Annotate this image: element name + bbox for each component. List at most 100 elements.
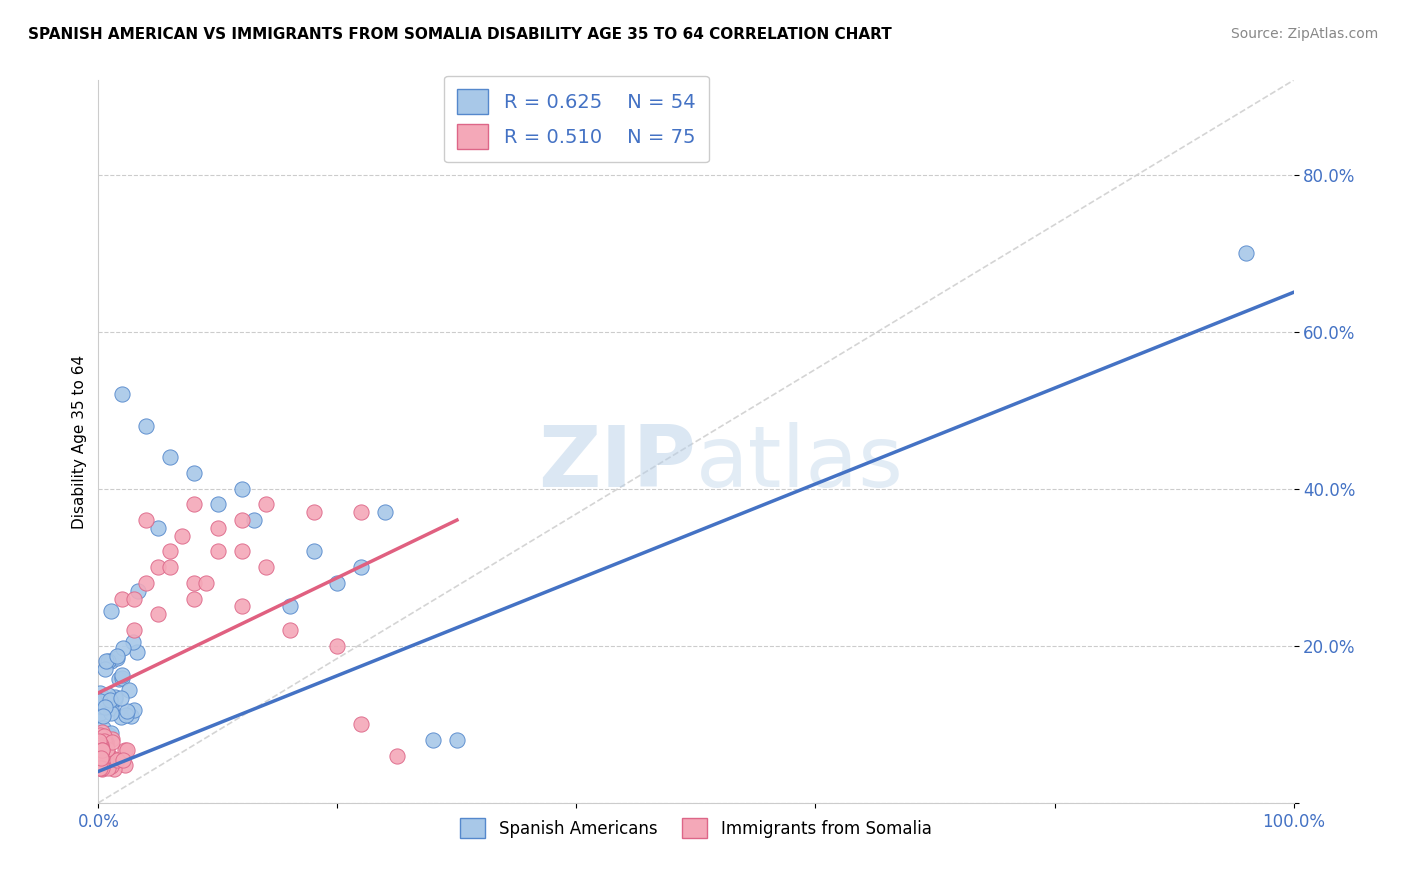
Point: [94, 700, 117, 714]
Point: [350, 560, 373, 574]
Point: [104, 692, 127, 706]
Point: [148, 607, 170, 622]
Point: [350, 717, 373, 731]
Point: [90, 738, 112, 752]
Point: [105, 651, 128, 665]
Point: [93, 755, 115, 769]
Point: [231, 599, 253, 614]
Point: [97, 654, 120, 668]
Point: [115, 704, 138, 718]
Point: [93, 754, 115, 768]
Point: [96, 736, 118, 750]
Point: [90, 700, 112, 714]
Point: [93, 734, 115, 748]
Point: [115, 743, 138, 757]
Point: [96, 739, 118, 754]
Point: [93, 733, 115, 747]
Point: [159, 450, 181, 465]
Point: [207, 521, 229, 535]
Point: [96, 745, 118, 759]
Point: [254, 560, 277, 574]
Point: [90, 748, 112, 763]
Point: [90, 739, 112, 753]
Point: [110, 710, 132, 724]
Point: [172, 529, 194, 543]
Point: [114, 758, 136, 772]
Point: [97, 761, 120, 775]
Text: Source: ZipAtlas.com: Source: ZipAtlas.com: [1230, 27, 1378, 41]
Point: [118, 682, 141, 697]
Point: [94, 735, 117, 749]
Point: [159, 544, 181, 558]
Point: [302, 505, 325, 519]
Point: [385, 748, 409, 763]
Point: [100, 726, 122, 740]
Point: [90, 762, 112, 776]
Point: [89, 728, 111, 742]
Legend: Spanish Americans, Immigrants from Somalia: Spanish Americans, Immigrants from Somal…: [454, 812, 938, 845]
Point: [148, 521, 170, 535]
Point: [96, 742, 118, 756]
Point: [326, 639, 349, 653]
Point: [350, 505, 373, 519]
Point: [195, 575, 218, 590]
Point: [101, 735, 124, 749]
Point: [91, 759, 114, 773]
Point: [94, 692, 117, 706]
Point: [91, 734, 114, 748]
Point: [89, 706, 111, 721]
Point: [135, 575, 157, 590]
Point: [104, 753, 127, 767]
Text: SPANISH AMERICAN VS IMMIGRANTS FROM SOMALIA DISABILITY AGE 35 TO 64 CORRELATION : SPANISH AMERICAN VS IMMIGRANTS FROM SOMA…: [28, 27, 891, 42]
Point: [101, 731, 124, 746]
Point: [231, 482, 253, 496]
Point: [111, 671, 134, 685]
Point: [91, 743, 114, 757]
Point: [100, 604, 122, 618]
Point: [90, 740, 112, 755]
Point: [90, 751, 112, 765]
Point: [110, 691, 132, 706]
Point: [111, 640, 134, 655]
Point: [100, 701, 122, 715]
Point: [100, 706, 122, 721]
Point: [100, 758, 122, 772]
Point: [111, 753, 134, 767]
Point: [278, 623, 301, 637]
Point: [87, 749, 110, 764]
Point: [1234, 246, 1257, 260]
Point: [94, 662, 117, 676]
Point: [115, 707, 138, 722]
Point: [111, 591, 134, 606]
Point: [93, 730, 115, 744]
Point: [183, 575, 205, 590]
Point: [183, 466, 205, 480]
Point: [302, 544, 325, 558]
Point: [89, 694, 111, 708]
Point: [91, 708, 114, 723]
Point: [148, 560, 170, 574]
Point: [90, 725, 112, 739]
Point: [207, 497, 229, 511]
Point: [90, 746, 112, 760]
Point: [89, 761, 111, 775]
Point: [127, 645, 149, 659]
Point: [98, 728, 121, 742]
Point: [104, 690, 127, 704]
Point: [97, 688, 120, 702]
Point: [278, 599, 301, 614]
Point: [94, 752, 117, 766]
Point: [114, 742, 136, 756]
Point: [91, 759, 114, 773]
Point: [93, 757, 115, 772]
Point: [124, 591, 146, 606]
Point: [122, 703, 145, 717]
Point: [93, 748, 115, 763]
Point: [100, 654, 122, 668]
Point: [103, 762, 125, 776]
Point: [135, 513, 157, 527]
Point: [91, 721, 114, 735]
Point: [91, 758, 114, 772]
Point: [96, 654, 118, 668]
Point: [101, 751, 124, 765]
